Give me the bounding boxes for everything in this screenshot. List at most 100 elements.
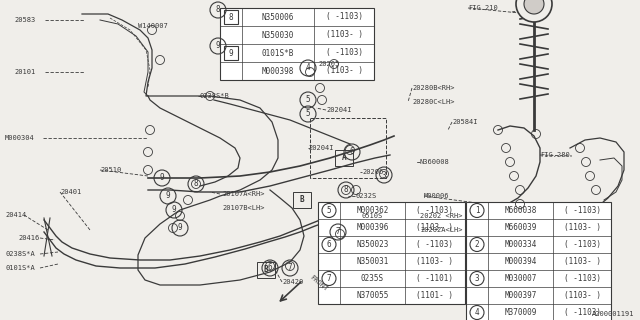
Text: M660038: M660038 — [504, 206, 537, 215]
Text: M000334: M000334 — [504, 240, 537, 249]
Text: 4: 4 — [306, 63, 310, 73]
Text: 2: 2 — [475, 240, 479, 249]
Text: 20202A<LH>: 20202A<LH> — [420, 227, 463, 233]
Text: B: B — [264, 266, 268, 275]
Text: N350031: N350031 — [356, 257, 388, 266]
Text: N370055: N370055 — [356, 291, 388, 300]
Text: ( -1103): ( -1103) — [563, 206, 600, 215]
Text: 8: 8 — [344, 186, 348, 195]
Text: 6: 6 — [268, 263, 272, 273]
Circle shape — [516, 0, 552, 22]
Text: 3: 3 — [381, 171, 387, 180]
Bar — [220, 8, 374, 80]
Text: 8: 8 — [216, 5, 220, 14]
Text: M000396: M000396 — [356, 223, 388, 232]
Bar — [310, 118, 386, 178]
Text: W140007: W140007 — [138, 23, 168, 29]
Text: 3: 3 — [475, 274, 479, 283]
Text: 20206: 20206 — [362, 169, 383, 175]
Text: 4: 4 — [475, 308, 479, 317]
Text: 20107B<LH>: 20107B<LH> — [222, 205, 264, 211]
Text: M000394: M000394 — [504, 257, 537, 266]
Text: N350006: N350006 — [262, 12, 294, 21]
Text: 20101: 20101 — [14, 69, 35, 75]
Text: 9: 9 — [166, 191, 170, 201]
Text: (1103- ): (1103- ) — [326, 67, 362, 76]
Text: 9: 9 — [160, 173, 164, 182]
Text: N350030: N350030 — [262, 30, 294, 39]
Text: 1: 1 — [475, 206, 479, 215]
Text: M660039: M660039 — [504, 223, 537, 232]
Text: 0238S*A: 0238S*A — [5, 251, 35, 257]
Bar — [335, 150, 353, 166]
Text: 0235S: 0235S — [361, 274, 384, 283]
Text: N350023: N350023 — [356, 240, 388, 249]
Text: 5: 5 — [306, 109, 310, 118]
Text: 20401: 20401 — [60, 189, 81, 195]
Text: A: A — [342, 154, 346, 163]
Text: ( -1103): ( -1103) — [563, 308, 600, 317]
Text: FIG.280: FIG.280 — [540, 152, 570, 158]
Text: 6: 6 — [326, 240, 332, 249]
Text: 20414: 20414 — [5, 212, 26, 218]
Text: 9: 9 — [228, 49, 234, 58]
Text: 20107A<RH>: 20107A<RH> — [222, 191, 264, 197]
Text: ( -1103): ( -1103) — [326, 49, 362, 58]
Bar — [257, 262, 275, 278]
Text: (1101- ): (1101- ) — [417, 291, 454, 300]
Text: (1103- ): (1103- ) — [563, 223, 600, 232]
Text: 0510S: 0510S — [362, 213, 383, 219]
Text: (1103- ): (1103- ) — [417, 257, 454, 266]
Bar — [466, 202, 611, 320]
Text: 20202 <RH>: 20202 <RH> — [420, 213, 463, 219]
Text: 0101S*A: 0101S*A — [5, 265, 35, 271]
Bar — [293, 192, 311, 208]
Text: M370009: M370009 — [504, 308, 537, 317]
Text: (1103- ): (1103- ) — [326, 30, 362, 39]
Text: 20204I: 20204I — [326, 107, 351, 113]
Text: N360008: N360008 — [420, 159, 450, 165]
Text: ( -1103): ( -1103) — [326, 12, 362, 21]
Text: FRONT: FRONT — [309, 274, 329, 292]
Text: ( -1103): ( -1103) — [417, 240, 454, 249]
Text: M000304: M000304 — [5, 135, 35, 141]
Bar — [224, 10, 238, 24]
Text: 9: 9 — [178, 223, 182, 233]
Text: M000362: M000362 — [356, 206, 388, 215]
Text: M000398: M000398 — [262, 67, 294, 76]
Text: M030007: M030007 — [504, 274, 537, 283]
Text: 20420: 20420 — [282, 279, 303, 285]
Text: (1103- ): (1103- ) — [563, 291, 600, 300]
Text: M000397: M000397 — [504, 291, 537, 300]
Text: 20416: 20416 — [18, 235, 39, 241]
Text: B: B — [300, 196, 304, 204]
Text: A200001191: A200001191 — [591, 311, 634, 317]
Text: 7: 7 — [288, 263, 292, 273]
Text: 0101S*B: 0101S*B — [262, 49, 294, 58]
Text: 20584I: 20584I — [452, 119, 477, 125]
Bar — [224, 46, 238, 60]
Text: ( -1103): ( -1103) — [417, 206, 454, 215]
Text: 20280C<LH>: 20280C<LH> — [412, 99, 454, 105]
Text: 9: 9 — [172, 205, 176, 214]
Text: (1103- ): (1103- ) — [417, 223, 454, 232]
Text: 20510: 20510 — [100, 167, 121, 173]
Text: 8: 8 — [228, 12, 234, 21]
Text: 20205: 20205 — [318, 61, 339, 67]
Circle shape — [524, 0, 544, 14]
Text: M00006: M00006 — [424, 193, 449, 199]
Text: ( -1103): ( -1103) — [563, 240, 600, 249]
Text: 5: 5 — [306, 95, 310, 105]
Text: ( -1101): ( -1101) — [417, 274, 454, 283]
Text: 5: 5 — [326, 206, 332, 215]
Text: 0232S: 0232S — [355, 193, 376, 199]
Text: 20583: 20583 — [14, 17, 35, 23]
Text: FIG.210: FIG.210 — [468, 5, 498, 11]
Text: 20280B<RH>: 20280B<RH> — [412, 85, 454, 91]
Text: 7: 7 — [336, 228, 340, 236]
Text: 7: 7 — [326, 274, 332, 283]
Text: 8: 8 — [194, 180, 198, 188]
Text: 20204I: 20204I — [308, 145, 333, 151]
Text: 9: 9 — [216, 42, 220, 51]
Bar — [318, 202, 465, 304]
